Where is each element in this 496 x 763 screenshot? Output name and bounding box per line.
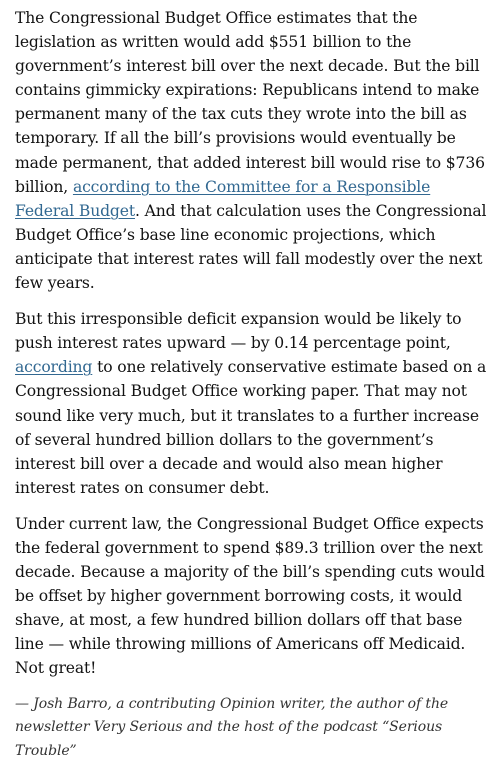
crfb-link[interactable]: according to the Committee for a Respons… [15, 177, 431, 220]
paragraph-current-law: Under current law, the Congressional Bud… [15, 512, 490, 681]
author-byline: — Josh Barro, a contributing Opinion wri… [15, 695, 449, 759]
paragraph-text: But this irresponsible deficit expansion… [15, 310, 462, 353]
paragraph-text: The Congressional Budget Office estimate… [15, 9, 485, 196]
cbo-working-paper-link[interactable]: according [15, 358, 93, 377]
paragraph-text: Under current law, the Congressional Bud… [15, 514, 485, 678]
paragraph-interest-rates: But this irresponsible deficit expansion… [15, 307, 490, 500]
paragraph-text: . And that calculation uses the Congress… [15, 201, 487, 293]
paragraph-interest-bill: The Congressional Budget Office estimate… [15, 6, 490, 295]
paragraph-text: to one relatively conservative estimate … [15, 358, 487, 497]
